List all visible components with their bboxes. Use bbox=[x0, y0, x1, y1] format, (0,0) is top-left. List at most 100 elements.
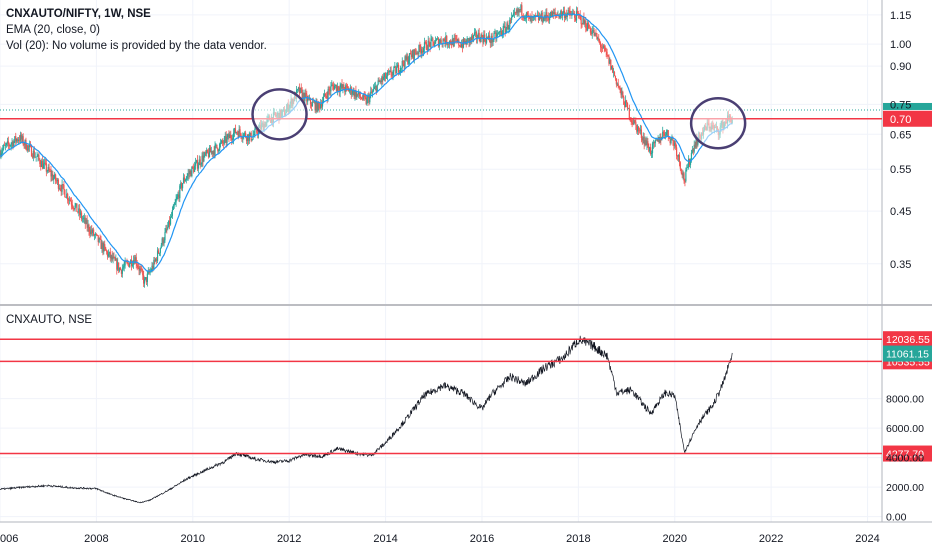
candle-body bbox=[327, 89, 329, 99]
candle-body bbox=[584, 20, 586, 24]
candle-body bbox=[161, 238, 163, 246]
candle-body bbox=[641, 137, 643, 141]
candle-body bbox=[192, 166, 194, 168]
candle-body bbox=[138, 267, 140, 271]
candle-body bbox=[537, 14, 540, 21]
candle-body bbox=[35, 156, 37, 158]
candle-body bbox=[648, 146, 650, 152]
candle-body bbox=[539, 16, 541, 19]
candle-body bbox=[674, 143, 676, 146]
candle-body bbox=[487, 35, 490, 38]
candle-body bbox=[425, 42, 427, 50]
candle-body bbox=[637, 126, 639, 132]
candle-body bbox=[655, 139, 657, 141]
candle-body bbox=[235, 132, 237, 134]
candle-body bbox=[182, 177, 185, 184]
candle-body bbox=[157, 250, 160, 254]
candle-body bbox=[82, 218, 85, 220]
candle-body bbox=[80, 212, 82, 215]
candle-body bbox=[245, 137, 248, 141]
candle-body bbox=[459, 45, 461, 47]
candle-body bbox=[619, 87, 621, 89]
candle-body bbox=[639, 129, 642, 131]
candle-body bbox=[106, 251, 109, 257]
candle-body bbox=[371, 91, 374, 93]
candle-body bbox=[460, 45, 462, 48]
candle-body bbox=[499, 31, 502, 32]
candle-body bbox=[414, 49, 416, 53]
candle-body bbox=[386, 72, 389, 77]
candle-body bbox=[635, 121, 637, 125]
candle-body bbox=[420, 48, 422, 54]
candle-body bbox=[11, 141, 13, 144]
candle-body bbox=[551, 11, 554, 18]
price-axis-label: 1.15 bbox=[890, 10, 911, 22]
candle-body bbox=[401, 60, 403, 68]
candle-body bbox=[610, 59, 612, 70]
candle-body bbox=[471, 35, 473, 41]
candle-body bbox=[591, 31, 593, 35]
candle-body bbox=[550, 11, 553, 18]
candle-body bbox=[353, 89, 355, 97]
candle-body bbox=[410, 54, 413, 58]
candle-body bbox=[169, 216, 172, 225]
candle-body bbox=[367, 96, 369, 98]
candle-body bbox=[141, 269, 143, 271]
candle-body bbox=[522, 15, 524, 17]
candle-body bbox=[234, 128, 237, 134]
candle-body bbox=[147, 271, 149, 274]
candle-body bbox=[612, 72, 615, 73]
candle-body bbox=[665, 132, 668, 136]
ema-legend[interactable]: EMA (20, close, 0) bbox=[6, 24, 100, 36]
candle-body bbox=[173, 204, 175, 206]
candle-body bbox=[535, 14, 537, 17]
lower-pane-title: CNXAUTO, NSE bbox=[6, 314, 93, 326]
candle-body bbox=[540, 12, 542, 19]
candle-body bbox=[397, 64, 400, 73]
candle-body bbox=[71, 204, 73, 207]
candle-body bbox=[233, 128, 236, 133]
candle-body bbox=[409, 53, 411, 61]
candle-body bbox=[317, 102, 319, 112]
price-axis-label: 0.45 bbox=[890, 206, 911, 218]
candle-body bbox=[131, 259, 133, 266]
candle-body bbox=[447, 44, 449, 45]
candle-body bbox=[326, 96, 328, 99]
candle-body bbox=[332, 84, 334, 86]
candle-body bbox=[663, 133, 666, 136]
candle-body bbox=[422, 50, 424, 53]
price-axis-label: 4000.00 bbox=[886, 453, 924, 465]
candle-body bbox=[662, 131, 664, 138]
candle-body bbox=[390, 70, 392, 76]
candle-body bbox=[398, 71, 401, 73]
candle-body bbox=[10, 143, 12, 146]
candle-body bbox=[497, 33, 499, 35]
candle-body bbox=[20, 134, 22, 140]
candle-body bbox=[42, 161, 44, 169]
candle-body bbox=[598, 38, 600, 41]
candle-body bbox=[186, 175, 188, 179]
candle-body bbox=[385, 76, 388, 79]
candle-body bbox=[86, 219, 88, 228]
candle-body bbox=[78, 208, 80, 213]
candle-body bbox=[678, 155, 680, 163]
candle-body bbox=[51, 174, 53, 177]
candle-body bbox=[445, 36, 447, 44]
candle-body bbox=[34, 156, 36, 158]
candle-body bbox=[178, 194, 180, 199]
candle-body bbox=[251, 139, 253, 141]
candle-body bbox=[601, 48, 604, 49]
candle-body bbox=[536, 14, 539, 16]
candle-body bbox=[394, 66, 396, 68]
candle-body bbox=[184, 180, 186, 182]
candle-body bbox=[529, 15, 531, 22]
candle-body bbox=[190, 170, 192, 177]
candle-body bbox=[324, 93, 326, 96]
candle-body bbox=[506, 23, 508, 29]
candle-body bbox=[19, 134, 21, 141]
candle-body bbox=[516, 9, 518, 14]
candle-body bbox=[616, 83, 618, 85]
candle-body bbox=[128, 263, 130, 267]
candle-body bbox=[560, 11, 562, 16]
